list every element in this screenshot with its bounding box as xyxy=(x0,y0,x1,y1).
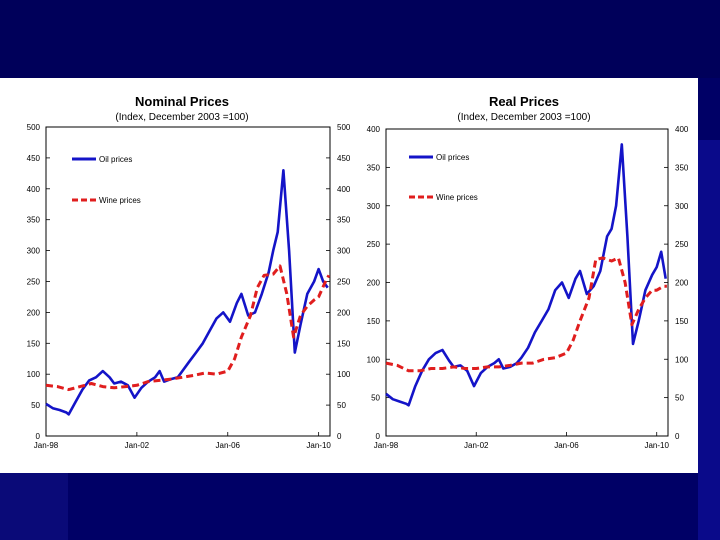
x-tick-label: Jan-10 xyxy=(644,441,669,450)
y-tick-label-right: 100 xyxy=(337,370,351,379)
y-tick-label-left: 150 xyxy=(27,339,41,348)
wine-prices-line xyxy=(45,264,331,392)
y-tick-label-left: 250 xyxy=(27,278,41,287)
chart-subtitle: (Index, December 2003 =100) xyxy=(457,112,590,123)
y-tick-label-right: 150 xyxy=(337,339,351,348)
y-tick-label-right: 250 xyxy=(337,278,351,287)
y-tick-label-left: 350 xyxy=(27,216,41,225)
chart-subtitle: (Index, December 2003 =100) xyxy=(115,112,248,123)
x-tick-label: Jan-06 xyxy=(554,441,579,450)
y-tick-label-left: 300 xyxy=(27,247,41,256)
y-tick-label-left: 200 xyxy=(27,308,41,317)
y-tick-label-right: 350 xyxy=(675,163,689,172)
wine-prices-line xyxy=(385,256,667,373)
y-tick-label-left: 200 xyxy=(367,279,381,288)
x-tick-label: Jan-10 xyxy=(306,441,331,450)
y-tick-label-right: 400 xyxy=(675,125,689,134)
y-tick-label-left: 150 xyxy=(367,317,381,326)
x-tick-label: Jan-02 xyxy=(464,441,489,450)
legend-wine-label: Wine prices xyxy=(436,193,478,202)
legend-wine-label: Wine prices xyxy=(99,196,141,205)
y-tick-label-right: 250 xyxy=(675,240,689,249)
real-prices-chart: Real Prices (Index, December 2003 =100) … xyxy=(367,94,689,450)
y-tick-label-right: 150 xyxy=(675,317,689,326)
y-tick-label-left: 250 xyxy=(367,240,381,249)
y-tick-label-right: 0 xyxy=(337,432,342,441)
chart-title: Nominal Prices xyxy=(135,94,229,109)
y-tick-label-right: 0 xyxy=(675,432,680,441)
y-tick-label-left: 100 xyxy=(27,370,41,379)
y-tick-label-right: 500 xyxy=(337,123,351,132)
y-tick-label-right: 300 xyxy=(675,202,689,211)
y-tick-label-left: 400 xyxy=(367,125,381,134)
x-tick-label: Jan-98 xyxy=(374,441,399,450)
chart-title: Real Prices xyxy=(489,94,559,109)
y-tick-label-right: 450 xyxy=(337,154,351,163)
y-tick-label-right: 350 xyxy=(337,216,351,225)
oil-prices-line xyxy=(385,143,667,407)
y-tick-label-right: 200 xyxy=(337,308,351,317)
background-right-band xyxy=(698,140,720,540)
x-tick-label: Jan-06 xyxy=(216,441,241,450)
y-tick-label-right: 300 xyxy=(337,247,351,256)
y-tick-label-right: 200 xyxy=(675,279,689,288)
y-tick-label-left: 450 xyxy=(27,154,41,163)
plot-frame xyxy=(45,126,331,437)
oil-prices-line xyxy=(45,169,329,416)
y-tick-label-right: 400 xyxy=(337,185,351,194)
background-top-band xyxy=(0,0,720,78)
legend-oil-label: Oil prices xyxy=(436,153,469,162)
legend-oil-label: Oil prices xyxy=(99,155,132,164)
x-tick-label: Jan-02 xyxy=(125,441,150,450)
y-tick-label-left: 50 xyxy=(371,394,380,403)
y-tick-label-left: 0 xyxy=(36,432,41,441)
y-tick-label-right: 50 xyxy=(675,394,684,403)
x-tick-label: Jan-98 xyxy=(34,441,59,450)
y-tick-label-left: 100 xyxy=(367,355,381,364)
y-tick-label-left: 350 xyxy=(367,163,381,172)
y-tick-label-right: 100 xyxy=(675,355,689,364)
y-tick-label-right: 50 xyxy=(337,401,346,410)
y-tick-label-left: 300 xyxy=(367,202,381,211)
y-tick-label-left: 0 xyxy=(376,432,381,441)
y-tick-label-left: 400 xyxy=(27,185,41,194)
y-tick-label-left: 500 xyxy=(27,123,41,132)
nominal-prices-chart: Nominal Prices (Index, December 2003 =10… xyxy=(27,94,351,450)
y-tick-label-left: 50 xyxy=(31,401,40,410)
